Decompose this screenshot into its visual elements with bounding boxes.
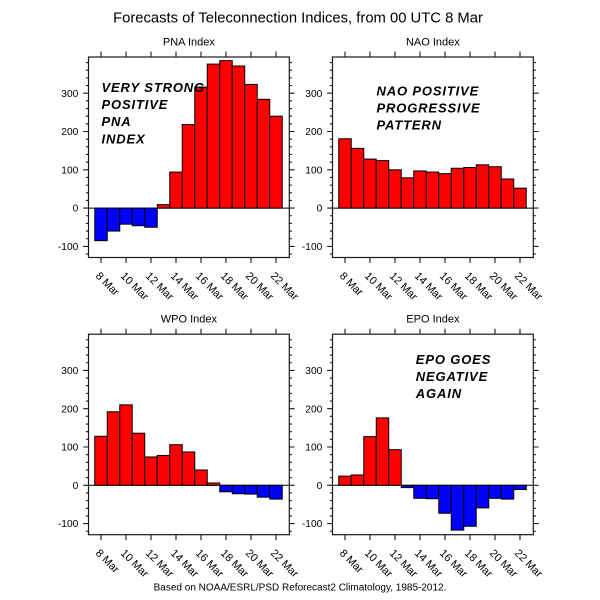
svg-text:100: 100 (61, 443, 78, 454)
svg-text:-100: -100 (302, 242, 323, 253)
svg-text:NAO POSITIVE: NAO POSITIVE (377, 83, 480, 98)
svg-text:200: 200 (305, 404, 322, 415)
svg-text:300: 300 (305, 366, 322, 377)
svg-text:POSITIVE: POSITIVE (102, 97, 169, 112)
svg-text:EPO GOES: EPO GOES (416, 352, 491, 367)
svg-text:PATTERN: PATTERN (377, 118, 442, 133)
svg-text:0: 0 (317, 204, 323, 215)
svg-text:INDEX: INDEX (102, 131, 146, 146)
svg-text:200: 200 (61, 404, 78, 415)
svg-text:0: 0 (317, 481, 323, 492)
svg-text:-100: -100 (58, 242, 79, 253)
svg-text:EPO Index: EPO Index (406, 314, 460, 326)
svg-text:PROGRESSIVE: PROGRESSIVE (377, 100, 481, 115)
svg-text:PNA: PNA (102, 114, 132, 129)
svg-text:300: 300 (61, 366, 78, 377)
svg-text:100: 100 (305, 443, 322, 454)
svg-text:200: 200 (61, 127, 78, 138)
svg-text:PNA Index: PNA Index (163, 37, 215, 49)
svg-text:Based on NOAA/ESRL/PSD Reforec: Based on NOAA/ESRL/PSD Reforecast2 Clima… (154, 583, 447, 594)
svg-text:NEGATIVE: NEGATIVE (416, 369, 488, 384)
svg-text:AGAIN: AGAIN (415, 386, 462, 401)
svg-text:Forecasts of Teleconnection In: Forecasts of Teleconnection Indices, fro… (113, 10, 483, 26)
svg-text:0: 0 (73, 481, 79, 492)
svg-text:-100: -100 (58, 519, 79, 530)
svg-text:300: 300 (61, 89, 78, 100)
svg-text:300: 300 (305, 89, 322, 100)
svg-text:100: 100 (305, 165, 322, 176)
svg-text:0: 0 (73, 204, 79, 215)
svg-text:NAO Index: NAO Index (406, 37, 460, 49)
svg-text:100: 100 (61, 165, 78, 176)
svg-text:VERY STRONG: VERY STRONG (102, 80, 206, 95)
svg-text:WPO Index: WPO Index (161, 314, 218, 326)
svg-text:200: 200 (305, 127, 322, 138)
svg-text:-100: -100 (302, 519, 323, 530)
